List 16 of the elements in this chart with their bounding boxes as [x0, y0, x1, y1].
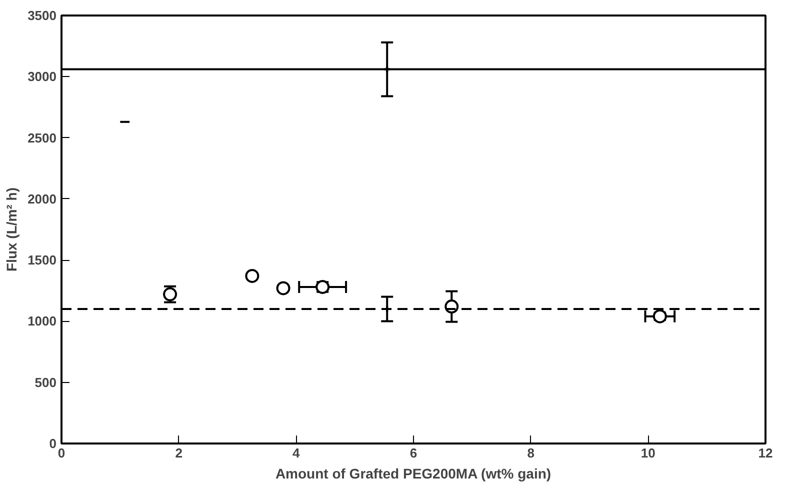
y-tick-label: 0: [49, 436, 57, 451]
y-axis-title: Flux (L/m² h): [4, 187, 20, 272]
x-axis-title: Amount of Grafted PEG200MA (wt% gain): [275, 466, 552, 482]
y-tick-label: 3000: [28, 69, 56, 84]
x-tick-label: 12: [758, 446, 773, 460]
y-tick-label: 2500: [28, 130, 56, 146]
y-tick-label: 3500: [28, 8, 56, 23]
y-tick-label: 1000: [28, 314, 56, 329]
y-tick-label: 500: [34, 374, 57, 390]
y-tick-label: 1500: [28, 252, 56, 268]
x-tick-label: 10: [640, 446, 656, 460]
x-tick-label: 8: [527, 446, 534, 460]
y-tick-label: 2000: [28, 191, 56, 206]
x-tick-label: 4: [292, 446, 301, 460]
x-tick-label: 6: [410, 446, 418, 460]
x-tick-label: 2: [175, 446, 182, 460]
